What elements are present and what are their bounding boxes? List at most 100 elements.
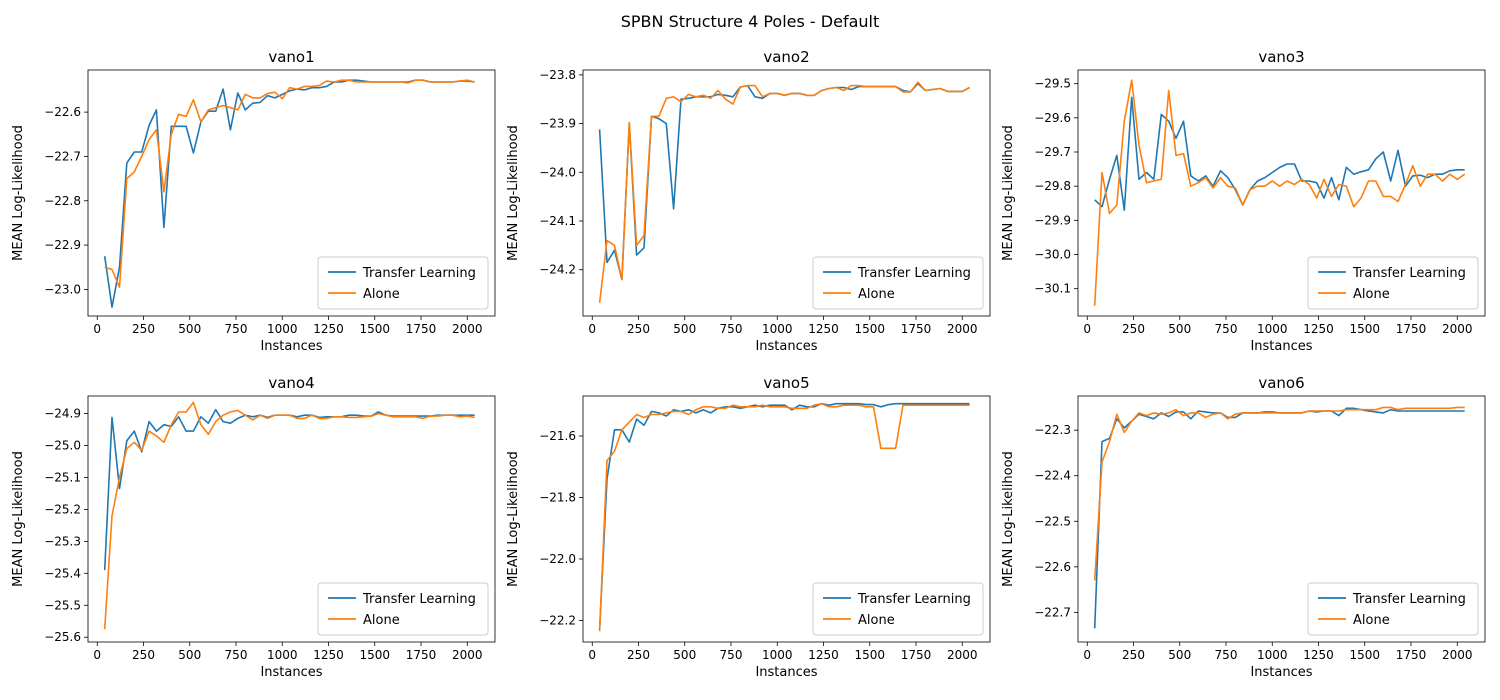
chart-1-xtick-label-5: 1250 <box>313 322 344 336</box>
chart-1: vano1 0 250 500 750 1000 1250 1500 1750 2000 −23.0… <box>11 48 496 354</box>
chart-1-legend: Transfer Learning Alone <box>317 256 489 310</box>
chart-4-ytick-label-4: −25.2 <box>44 502 81 516</box>
chart-1-ytick-label-3: −22.7 <box>44 149 81 163</box>
chart-3-xtick-label-8: 2000 <box>1442 322 1473 336</box>
chart-4-series-alone-line <box>103 401 475 630</box>
chart-3-title: vano3 <box>1258 48 1304 66</box>
subplot-grid: vano1 0 250 500 750 1000 1250 1500 1750 2000 −23.0… <box>11 48 1486 680</box>
chart-4-ytick-label-1: −25.5 <box>44 598 81 612</box>
chart-3-xtick-label-0: 0 <box>1083 322 1091 336</box>
chart-4-xtick-label-6: 1500 <box>359 648 390 662</box>
chart-2-xtick-label-3: 750 <box>720 322 743 336</box>
chart-2-ylabel: MEAN Log-Likelihood <box>506 125 521 261</box>
chart-6-legend-label-1: Alone <box>1353 613 1390 628</box>
chart-3-series-alone-line <box>1093 79 1466 306</box>
chart-1-xlabel: Instances <box>260 339 322 354</box>
chart-6-legend-label-0: Transfer Learning <box>1352 592 1466 607</box>
chart-2-xtick-label-1: 250 <box>627 322 650 336</box>
chart-4-legend: Transfer Learning Alone <box>317 582 489 636</box>
chart-4-ytick-label-6: −25.0 <box>44 439 81 453</box>
chart-6-series-alone-line <box>1093 406 1465 581</box>
chart-2-ytick-label-1: −24.1 <box>539 214 576 228</box>
chart-6-xlabel: Instances <box>1250 665 1312 680</box>
chart-4-ytick-label-0: −25.6 <box>44 630 81 644</box>
chart-5-xlabel: Instances <box>755 665 817 680</box>
chart-2-xtick-label-5: 1250 <box>808 322 839 336</box>
chart-5: vano5 0 250 500 750 1000 1250 1500 1750 2000 −22.2… <box>506 374 991 680</box>
chart-2-series-alone-line <box>598 81 970 303</box>
chart-4-xtick-label-3: 750 <box>225 648 248 662</box>
chart-1-ytick-label-0: −23.0 <box>44 282 81 296</box>
chart-6-xtick-label-7: 1750 <box>1396 648 1427 662</box>
chart-4-title: vano4 <box>268 374 314 392</box>
chart-5-ylabel: MEAN Log-Likelihood <box>506 451 521 587</box>
chart-2-ytick-label-4: −23.8 <box>539 68 576 82</box>
chart-1-legend-label-0: Transfer Learning <box>362 266 476 281</box>
chart-1-xtick-label-7: 1750 <box>406 322 437 336</box>
chart-3-ytick-label-5: −29.6 <box>1034 111 1071 125</box>
chart-4-legend-box <box>317 582 489 636</box>
chart-4-axes-frame <box>87 395 496 643</box>
chart-1-xtick-label-3: 750 <box>225 322 248 336</box>
chart-4-xtick-label-2: 500 <box>178 648 201 662</box>
chart-6-legend-box <box>1307 582 1479 636</box>
chart-1-legend-label-1: Alone <box>363 287 400 302</box>
chart-1-ytick-label-1: −22.9 <box>44 238 81 252</box>
chart-5-legend-label-1: Alone <box>858 613 895 628</box>
chart-4-xlabel: Instances <box>260 665 322 680</box>
chart-5-series-alone-line <box>598 402 970 632</box>
chart-6: vano6 0 250 500 750 1000 1250 1500 1750 2000 −22.7… <box>1001 374 1486 680</box>
chart-2-legend-box <box>812 256 984 310</box>
chart-3-xtick-label-2: 500 <box>1168 322 1191 336</box>
chart-2-legend: Transfer Learning Alone <box>812 256 984 310</box>
chart-5-xtick-label-4: 1000 <box>762 648 793 662</box>
chart-4-legend-label-1: Alone <box>363 613 400 628</box>
chart-2-ytick-label-3: −23.9 <box>539 117 576 131</box>
chart-6-title: vano6 <box>1258 374 1304 392</box>
chart-1-ytick-label-4: −22.6 <box>44 105 81 119</box>
chart-1-xtick-label-1: 250 <box>132 322 155 336</box>
chart-6-xtick-label-0: 0 <box>1083 648 1091 662</box>
chart-6-ytick-label-3: −22.4 <box>1034 469 1071 483</box>
chart-2-ytick-label-0: −24.2 <box>539 263 576 277</box>
chart-2-legend-label-0: Transfer Learning <box>857 266 971 281</box>
chart-1-axes-frame <box>87 69 496 317</box>
chart-2-xtick-label-0: 0 <box>588 322 596 336</box>
chart-4-xtick-label-7: 1750 <box>406 648 437 662</box>
chart-3-ytick-label-4: −29.7 <box>1034 145 1071 159</box>
chart-5-xtick-label-2: 500 <box>673 648 696 662</box>
chart-3-ytick-label-0: −30.1 <box>1034 282 1071 296</box>
chart-3-series-transfer-learning-line <box>1094 96 1465 211</box>
chart-3-ytick-label-3: −29.8 <box>1034 179 1071 193</box>
chart-3-legend-label-0: Transfer Learning <box>1352 266 1466 281</box>
chart-2-xtick-label-7: 1750 <box>901 322 932 336</box>
chart-4-xtick-label-0: 0 <box>93 648 101 662</box>
chart-6-ytick-label-0: −22.7 <box>1034 605 1071 619</box>
chart-2-title: vano2 <box>763 48 809 66</box>
chart-5-xtick-label-3: 750 <box>720 648 743 662</box>
chart-5-legend-box <box>812 582 984 636</box>
chart-5-ytick-label-3: −21.6 <box>539 429 576 443</box>
chart-6-xtick-label-1: 250 <box>1122 648 1145 662</box>
chart-6-xtick-label-3: 750 <box>1215 648 1238 662</box>
chart-2-xlabel: Instances <box>755 339 817 354</box>
chart-1-legend-box <box>317 256 489 310</box>
chart-6-ytick-label-4: −22.3 <box>1034 423 1071 437</box>
chart-3-axes-frame <box>1077 69 1486 317</box>
chart-1-xtick-label-8: 2000 <box>452 322 483 336</box>
chart-2-ytick-label-2: −24.0 <box>539 165 576 179</box>
chart-5-ytick-label-2: −21.8 <box>539 490 576 504</box>
chart-1-xtick-label-0: 0 <box>93 322 101 336</box>
chart-4-legend-label-0: Transfer Learning <box>362 592 476 607</box>
chart-5-xtick-label-1: 250 <box>627 648 650 662</box>
chart-4-xtick-label-4: 1000 <box>267 648 298 662</box>
chart-1-series-alone-line <box>104 79 475 289</box>
chart-1-xtick-label-4: 1000 <box>267 322 298 336</box>
chart-4-ytick-label-7: −24.9 <box>44 407 81 421</box>
chart-4-ytick-label-2: −25.4 <box>44 566 81 580</box>
chart-6-xtick-label-2: 500 <box>1168 648 1191 662</box>
chart-3: vano3 0 250 500 750 1000 1250 1500 1750 2000 −30.1… <box>1001 48 1486 354</box>
chart-3-ylabel: MEAN Log-Likelihood <box>1001 125 1016 261</box>
chart-3-ytick-label-2: −29.9 <box>1034 213 1071 227</box>
